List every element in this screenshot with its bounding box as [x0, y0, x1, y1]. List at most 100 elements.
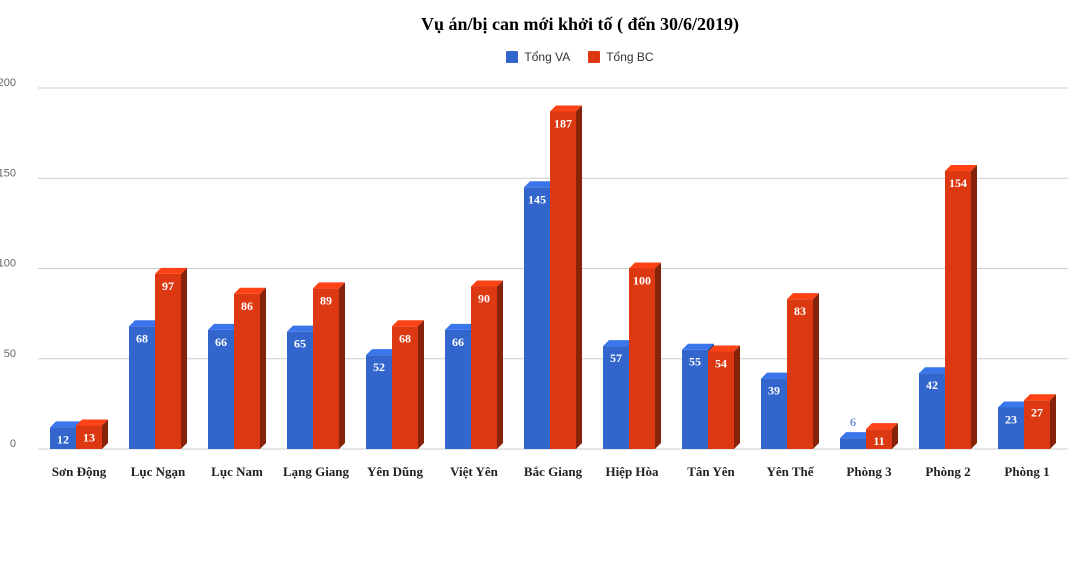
category-label: Tân Yên: [687, 464, 735, 479]
bar-top: [603, 340, 635, 347]
bar-side: [339, 282, 345, 449]
data-label: 68: [399, 331, 411, 345]
bar-side: [655, 262, 661, 449]
bar-va: [208, 329, 234, 449]
data-label: 13: [83, 431, 95, 445]
bar-top: [50, 421, 82, 428]
bar-side: [497, 280, 503, 449]
bar-bc: [787, 299, 813, 449]
bar-va: [919, 373, 945, 449]
bar-top: [313, 282, 345, 289]
bar-side: [813, 293, 819, 449]
bar-bc: [550, 111, 576, 449]
category-label: Hiệp Hòa: [605, 464, 659, 479]
bar-top: [129, 320, 161, 327]
bar-side: [576, 105, 582, 449]
bar-va: [998, 407, 1024, 449]
bar-top: [392, 320, 424, 327]
bar-va: [366, 355, 392, 449]
bar-va: [50, 427, 76, 449]
data-label: 145: [528, 192, 546, 206]
legend-swatch-va: [506, 51, 519, 63]
legend: Tổng VA Tổng BC: [0, 50, 1068, 64]
bar-top: [524, 181, 556, 188]
y-tick-label: 50: [4, 348, 16, 360]
bar-va: [682, 349, 708, 449]
bar-top: [840, 432, 872, 439]
data-label: 97: [162, 279, 174, 293]
bar-bc: [866, 429, 892, 449]
bar-side: [734, 345, 740, 449]
category-label: Việt Yên: [450, 464, 499, 479]
bar-top: [866, 423, 898, 430]
bar-va: [840, 438, 866, 449]
y-tick-label: 200: [0, 77, 16, 89]
bar-top: [787, 293, 819, 300]
data-label: 55: [689, 355, 701, 369]
y-tick-label: 150: [0, 167, 16, 179]
bar-bc: [708, 351, 734, 449]
category-label: Phòng 2: [925, 464, 970, 479]
bar-bc: [1024, 400, 1050, 449]
bar-top: [682, 343, 714, 350]
data-label: 65: [294, 337, 306, 351]
bar-side: [181, 267, 187, 449]
bar-top: [761, 372, 793, 379]
bar-va: [129, 326, 155, 449]
bar-top: [155, 267, 187, 274]
bar-bc: [234, 293, 260, 449]
category-label: Lạng Giang: [283, 464, 350, 479]
data-label: 12: [57, 432, 69, 446]
legend-swatch-bc: [588, 51, 601, 63]
data-label: 68: [136, 331, 148, 345]
data-label: 39: [768, 384, 780, 398]
bar-top: [919, 367, 951, 374]
data-label: 6: [850, 415, 856, 429]
bar-top: [445, 323, 477, 330]
data-label: 83: [794, 304, 806, 318]
bar-top: [471, 280, 503, 287]
bar-va: [287, 331, 313, 449]
category-label: Phòng 3: [846, 464, 892, 479]
bar-side: [971, 165, 977, 449]
bar-bc: [155, 273, 181, 449]
legend-item-va[interactable]: Tổng VA: [506, 50, 570, 64]
data-label: 90: [478, 292, 490, 306]
bar-va: [524, 187, 550, 449]
bar-top: [234, 287, 266, 294]
bar-top: [998, 401, 1030, 408]
data-label: 66: [452, 335, 464, 349]
bar-side: [102, 419, 108, 449]
bar-top: [1024, 394, 1056, 401]
data-label: 100: [633, 274, 651, 288]
legend-item-bc[interactable]: Tổng BC: [588, 50, 654, 64]
category-label: Bắc Giang: [524, 464, 583, 479]
y-tick-label: 100: [0, 258, 16, 270]
bar-top: [550, 105, 582, 112]
data-label: 89: [320, 293, 332, 307]
data-label: 154: [949, 176, 967, 190]
data-label: 11: [873, 434, 884, 448]
bar-va: [761, 378, 787, 449]
data-label: 86: [241, 299, 253, 313]
bar-top: [76, 419, 108, 426]
data-label: 42: [926, 378, 938, 392]
bar-top: [629, 262, 661, 269]
data-label: 66: [215, 335, 227, 349]
bar-bc: [945, 171, 971, 449]
bar-bc: [313, 288, 339, 449]
data-label: 52: [373, 360, 385, 374]
data-label: 57: [610, 351, 622, 365]
bar-top: [366, 349, 398, 356]
category-label: Sơn Động: [52, 464, 107, 479]
bar-top: [708, 345, 740, 352]
y-tick-label: 0: [10, 438, 16, 450]
bar-top: [208, 323, 240, 330]
category-label: Lục Nam: [211, 464, 263, 479]
legend-label-va: Tổng VA: [524, 50, 571, 64]
bar-side: [260, 287, 266, 449]
legend-label-bc: Tổng BC: [606, 50, 654, 64]
bar-va: [445, 329, 471, 449]
bar-side: [892, 423, 898, 449]
